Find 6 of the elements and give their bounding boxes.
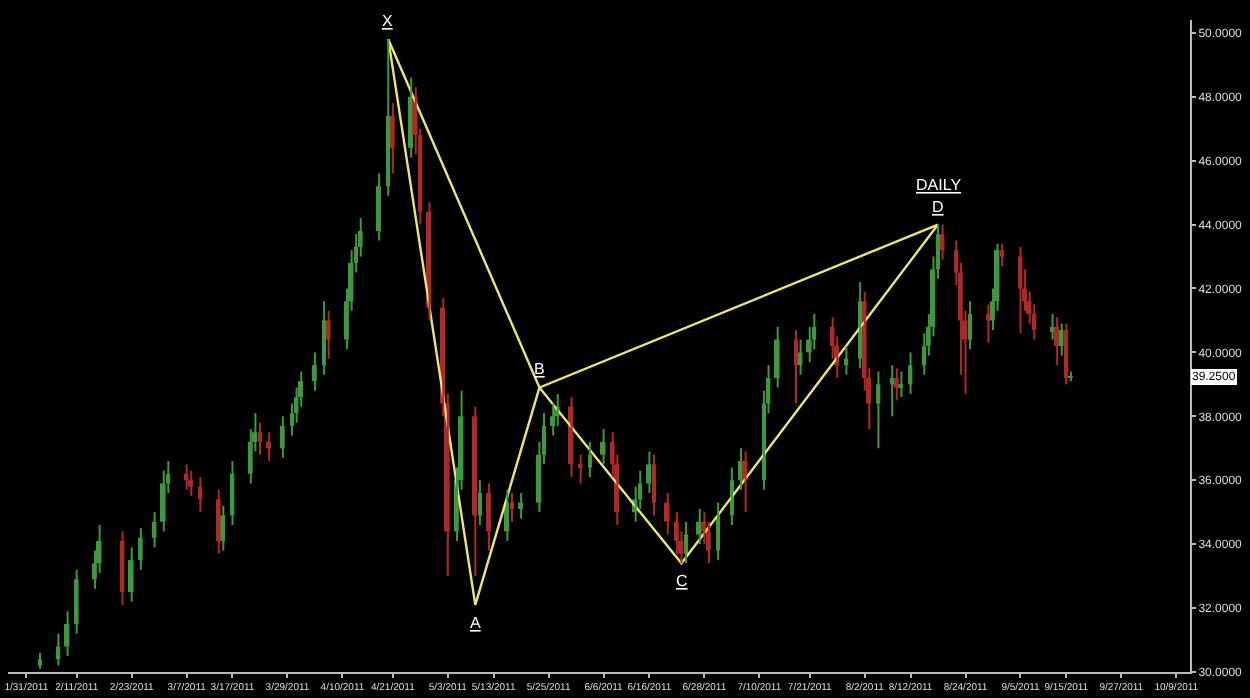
annotation: DAILY (916, 176, 963, 194)
annotation: C (676, 572, 688, 590)
annotation: D (932, 198, 944, 216)
annotation: A (470, 614, 482, 632)
annotation: B (534, 360, 545, 378)
annotation: X (382, 12, 394, 30)
